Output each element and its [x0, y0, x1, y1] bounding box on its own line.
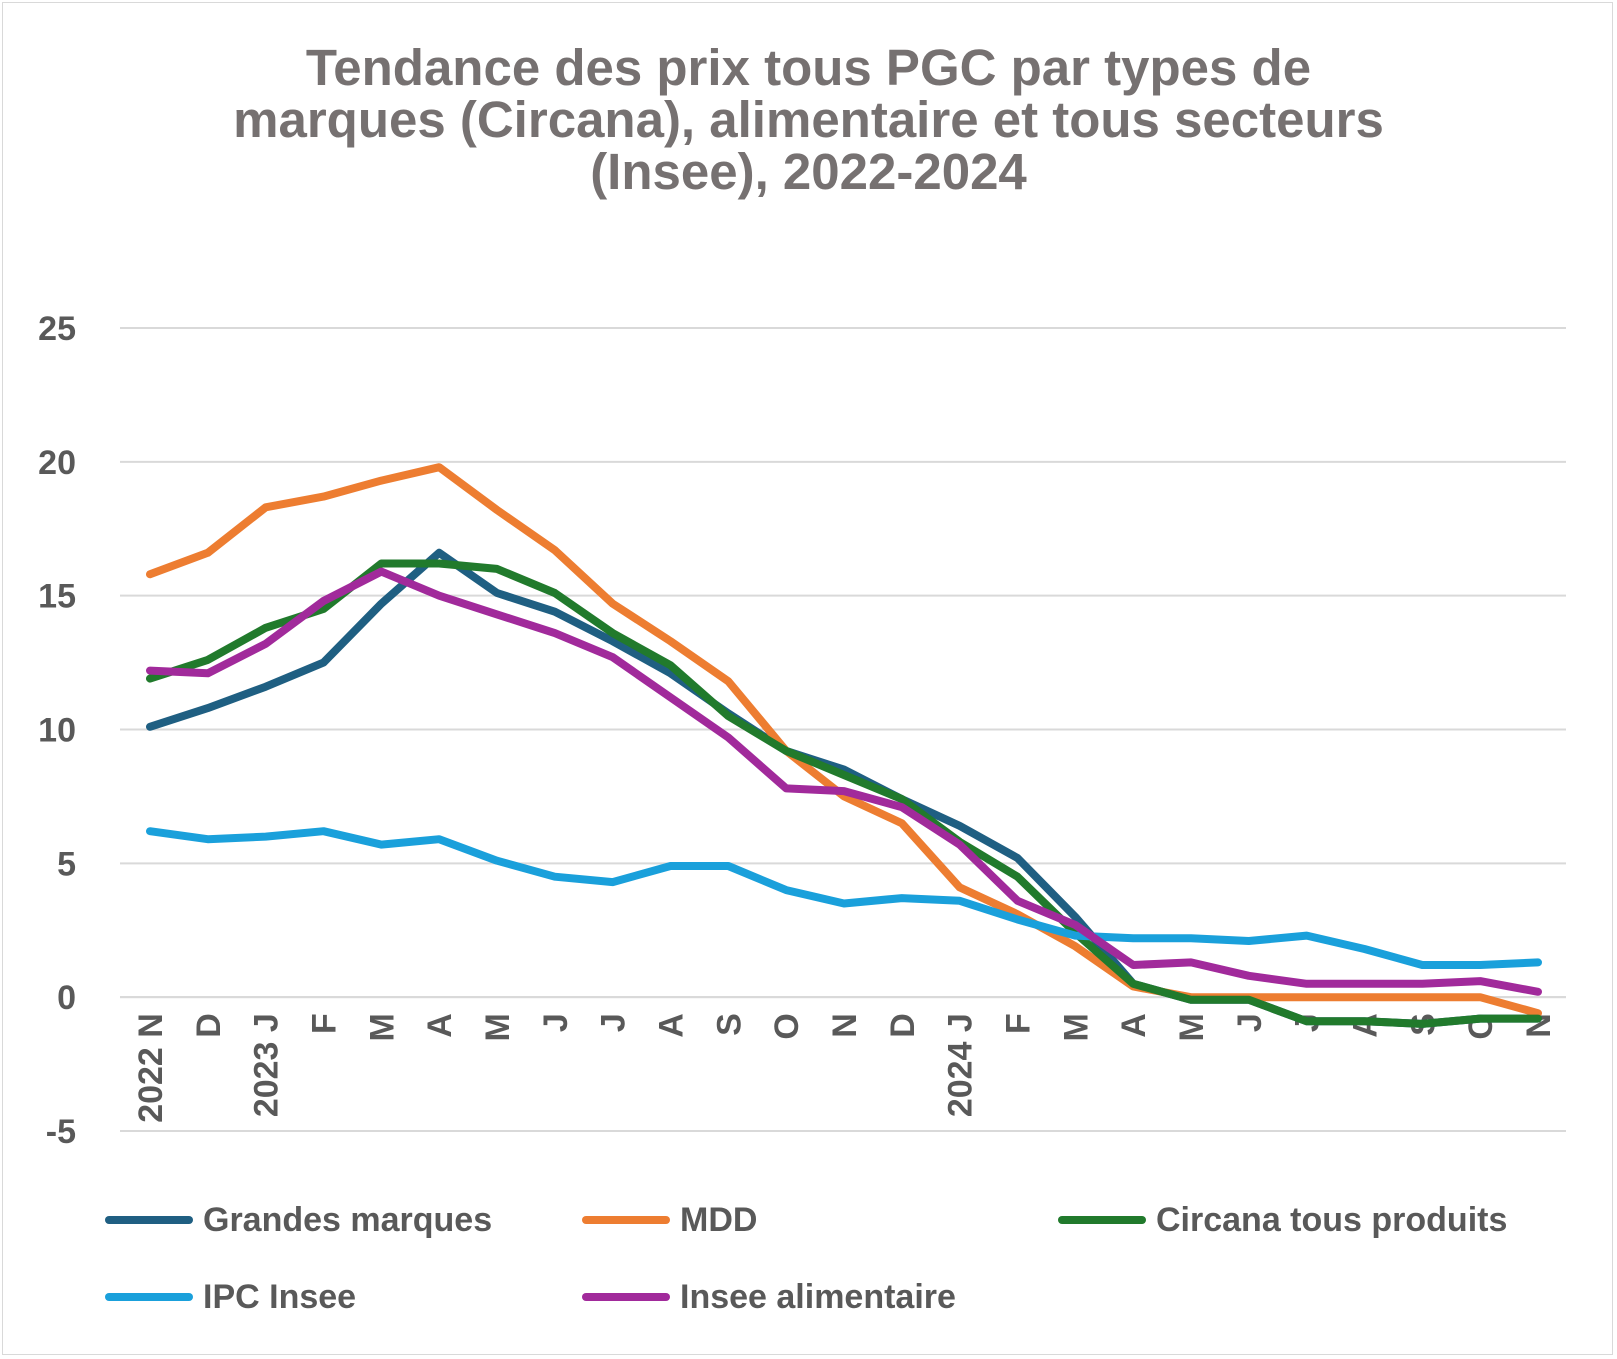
legend-swatch-circana-tous-produits — [1058, 1216, 1146, 1224]
x-tick-label: 2024 J — [942, 1013, 980, 1117]
y-tick-label: 25 — [38, 310, 76, 348]
legend-label-mdd: MDD — [680, 1200, 758, 1239]
series-line-circana-tous-produits — [146, 559, 1542, 1028]
x-tick-label: D — [190, 1013, 228, 1038]
x-tick-label: D — [884, 1013, 922, 1038]
legend-swatch-mdd — [582, 1216, 670, 1224]
series-lines — [146, 463, 1542, 1028]
y-tick-label: 10 — [38, 712, 76, 750]
legend-item-mdd: MDD — [582, 1200, 757, 1240]
x-tick-label: J — [1231, 1013, 1269, 1032]
y-tick-label: 0 — [57, 979, 76, 1017]
legend-swatch-grandes-marques — [105, 1216, 193, 1224]
legend-item-circana-tous-produits: Circana tous produits — [1058, 1200, 1507, 1240]
legend-label-insee-alimentaire: Insee alimentaire — [680, 1277, 956, 1316]
x-tick-label: M — [1173, 1013, 1211, 1041]
series-line-insee-alimentaire — [146, 567, 1542, 996]
x-tick-label: M — [363, 1013, 401, 1041]
y-tick-label: -5 — [46, 1113, 76, 1151]
x-tick-label: M — [1057, 1013, 1095, 1041]
gridlines — [120, 327, 1566, 1132]
x-tick-label: A — [653, 1013, 691, 1038]
chart-title-line-3: (Insee), 2022-2024 — [590, 143, 1027, 200]
x-tick-label: F — [1000, 1013, 1038, 1034]
x-tick-label: J — [595, 1013, 633, 1032]
legend-label-circana-tous-produits: Circana tous produits — [1156, 1200, 1508, 1239]
x-tick-label: 2022 N — [132, 1013, 170, 1123]
legend-swatch-insee-alimentaire — [582, 1293, 670, 1301]
legend-item-grandes-marques: Grandes marques — [105, 1200, 492, 1240]
x-tick-label: F — [306, 1013, 344, 1034]
y-tick-label: 5 — [57, 845, 76, 883]
series-line-ipc-insee — [146, 827, 1542, 969]
x-tick-label: 2023 J — [248, 1013, 286, 1117]
chart-title-line-2: marques (Circana), alimentaire et tous s… — [233, 91, 1384, 148]
chart-title: Tendance des prix tous PGC par types de … — [0, 42, 1617, 198]
y-axis-tick-labels: -5 0 5 10 15 20 25 — [38, 310, 76, 1151]
legend-item-insee-alimentaire: Insee alimentaire — [582, 1277, 956, 1317]
x-tick-label: N — [826, 1013, 864, 1038]
legend-item-ipc-insee: IPC Insee — [105, 1277, 356, 1317]
legend-swatch-ipc-insee — [105, 1293, 193, 1301]
y-tick-label: 15 — [38, 578, 76, 616]
chart-title-line-1: Tendance des prix tous PGC par types de — [305, 39, 1312, 96]
series-line-mdd — [146, 463, 1542, 1018]
legend-label-grandes-marques: Grandes marques — [203, 1200, 493, 1239]
x-tick-label: A — [1115, 1013, 1153, 1038]
x-tick-label: O — [768, 1013, 806, 1039]
y-tick-label: 20 — [38, 444, 76, 482]
x-tick-label: A — [421, 1013, 459, 1038]
legend-label-ipc-insee: IPC Insee — [203, 1277, 357, 1316]
x-tick-label: M — [479, 1013, 517, 1041]
x-tick-label: J — [537, 1013, 575, 1032]
x-tick-label: S — [710, 1013, 748, 1036]
